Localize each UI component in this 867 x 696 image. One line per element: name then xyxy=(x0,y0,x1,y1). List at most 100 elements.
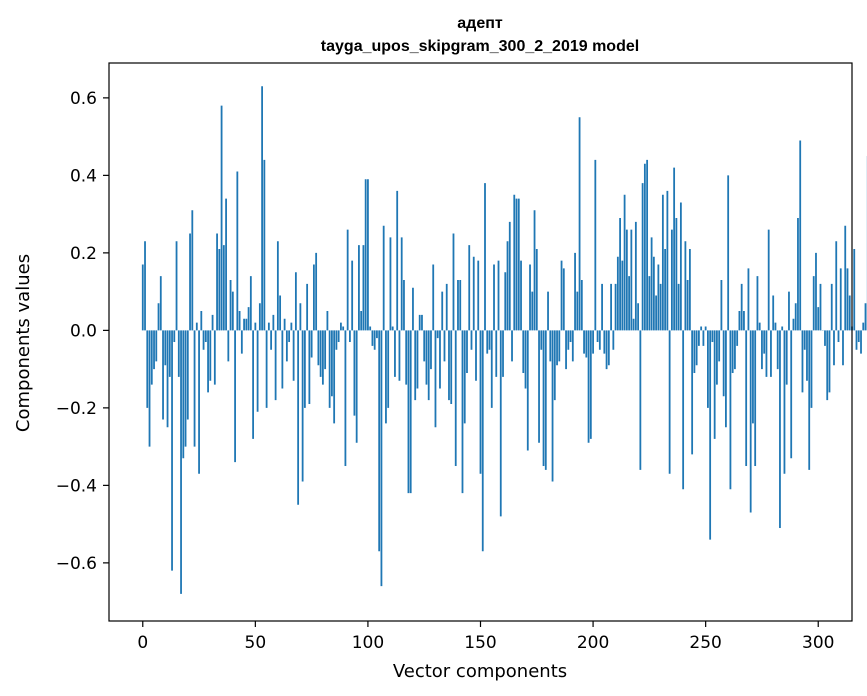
bar-130 xyxy=(434,330,437,428)
bar-193 xyxy=(576,291,579,331)
bar-263 xyxy=(734,330,736,370)
bar-119 xyxy=(409,330,412,494)
bar-144 xyxy=(466,330,468,374)
bar-123 xyxy=(418,314,421,331)
bar-215 xyxy=(625,229,628,331)
chart-title: адепт xyxy=(457,15,503,32)
bar-287 xyxy=(788,291,790,331)
bar-256 xyxy=(718,330,721,362)
bar-103 xyxy=(373,330,376,350)
bar-236 xyxy=(673,167,676,331)
bar-182 xyxy=(551,330,554,482)
bar-235 xyxy=(670,229,673,331)
bar-84 xyxy=(331,330,333,397)
bar-58 xyxy=(272,314,275,331)
bar-300 xyxy=(817,307,820,331)
bar-199 xyxy=(589,330,592,439)
bar-239 xyxy=(679,202,682,331)
bar-105 xyxy=(378,330,381,552)
bar-311 xyxy=(842,330,844,366)
bar-0 xyxy=(141,264,144,331)
bar-213 xyxy=(621,260,624,331)
bar-143 xyxy=(463,330,466,424)
bar-295 xyxy=(806,330,808,381)
bar-11 xyxy=(166,330,169,428)
bar-145 xyxy=(468,245,471,331)
bar-307 xyxy=(833,330,835,366)
bar-25 xyxy=(198,330,200,474)
bar-40 xyxy=(231,291,234,331)
bar-276 xyxy=(763,330,766,354)
bar-114 xyxy=(398,330,401,381)
bar-128 xyxy=(430,330,432,370)
bar-22 xyxy=(191,210,194,331)
bar-314 xyxy=(848,295,851,331)
bar-319 xyxy=(860,330,862,354)
chart-subtitle: tayga_upos_skipgram_300_2_2019 model xyxy=(321,38,639,55)
bar-316 xyxy=(853,249,856,331)
bar-120 xyxy=(412,287,414,331)
bar-129 xyxy=(432,264,435,331)
bar-201 xyxy=(594,159,597,331)
bar-247 xyxy=(698,330,700,346)
bar-203 xyxy=(598,330,601,350)
bar-232 xyxy=(664,249,667,331)
bar-4 xyxy=(150,330,153,385)
bar-273 xyxy=(756,276,759,331)
bar-54 xyxy=(263,159,266,331)
bar-52 xyxy=(258,303,261,331)
x-tick-label: 250 xyxy=(689,633,721,653)
bar-118 xyxy=(407,330,410,494)
bar-141 xyxy=(459,280,462,331)
bar-210 xyxy=(614,283,617,331)
bar-181 xyxy=(549,330,552,362)
bar-289 xyxy=(792,318,795,331)
bar-298 xyxy=(812,276,815,331)
bar-254 xyxy=(713,330,716,439)
bar-94 xyxy=(353,330,356,416)
bar-230 xyxy=(659,283,662,331)
bar-41 xyxy=(234,330,236,463)
bar-19 xyxy=(184,330,187,447)
bar-98 xyxy=(362,245,365,331)
bar-87 xyxy=(337,330,340,343)
bar-9 xyxy=(162,330,164,420)
bar-167 xyxy=(517,198,520,331)
bar-250 xyxy=(704,326,707,331)
bar-157 xyxy=(495,330,498,377)
bar-208 xyxy=(610,283,612,331)
bar-85 xyxy=(333,330,336,424)
y-tick-label: 0.2 xyxy=(70,244,97,264)
bar-231 xyxy=(661,194,664,331)
bar-218 xyxy=(632,318,635,331)
bar-91 xyxy=(346,229,349,331)
bar-126 xyxy=(425,330,428,385)
bar-115 xyxy=(400,237,403,331)
bar-177 xyxy=(540,330,543,350)
bar-284 xyxy=(781,326,784,331)
x-tick-label: 300 xyxy=(802,633,834,653)
bar-243 xyxy=(688,249,691,331)
y-tick-label: −0.4 xyxy=(56,476,97,496)
bar-257 xyxy=(720,280,723,331)
bar-60 xyxy=(276,241,279,331)
bar-241 xyxy=(684,241,687,331)
bar-166 xyxy=(515,198,518,331)
bar-321 xyxy=(864,303,867,331)
bar-170 xyxy=(524,330,527,389)
y-tick-label: 0.6 xyxy=(70,89,97,109)
bar-113 xyxy=(396,190,399,331)
bar-116 xyxy=(403,280,405,331)
bar-56 xyxy=(267,322,270,331)
bar-49 xyxy=(252,330,254,439)
bar-6 xyxy=(155,330,158,362)
bar-62 xyxy=(281,330,284,389)
bar-81 xyxy=(324,330,327,370)
bar-227 xyxy=(652,256,655,331)
bar-200 xyxy=(592,330,594,354)
bar-179 xyxy=(544,330,547,470)
bar-211 xyxy=(616,256,619,331)
bar-73 xyxy=(306,283,309,331)
bar-297 xyxy=(810,330,813,408)
bar-209 xyxy=(612,330,615,350)
